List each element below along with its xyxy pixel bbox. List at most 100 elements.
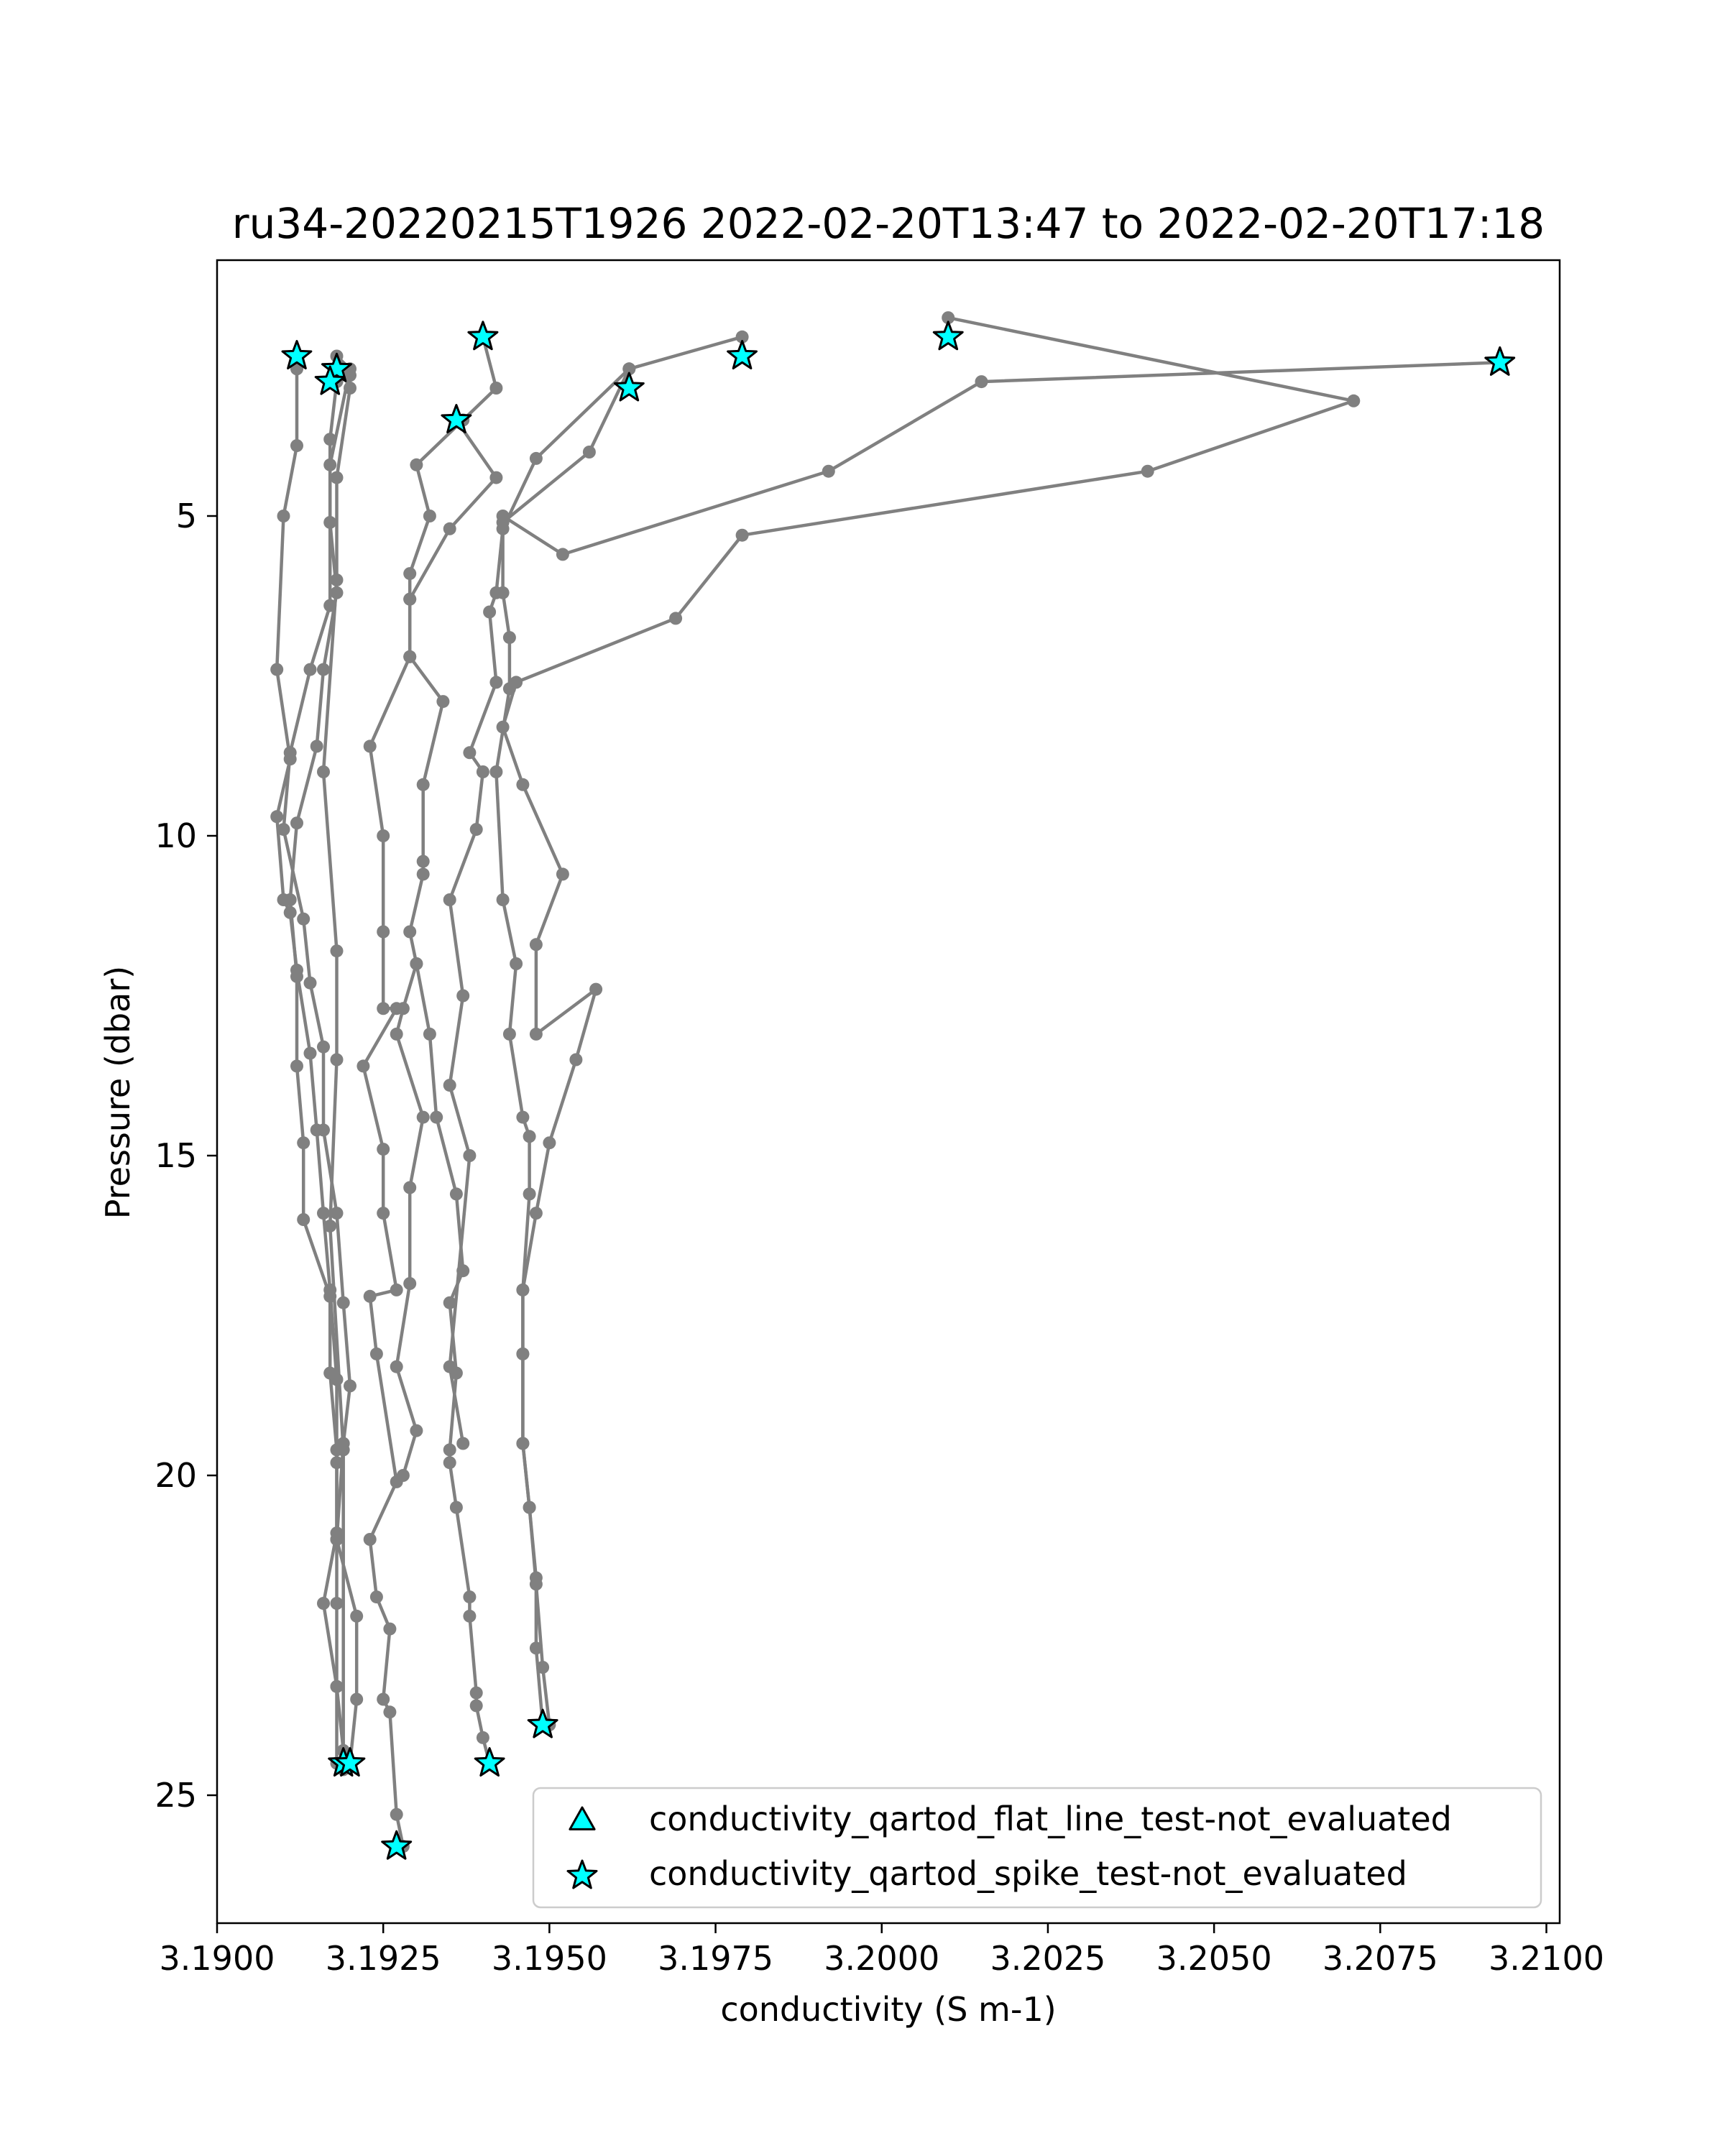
x-tick-label: 3.1975 xyxy=(658,1939,773,1978)
data-point xyxy=(529,938,543,952)
data-point xyxy=(942,311,955,325)
legend-triangle-marker xyxy=(569,1806,596,1830)
data-point xyxy=(303,1046,317,1060)
x-tick-label: 3.2025 xyxy=(990,1939,1105,1978)
data-point xyxy=(516,1110,530,1124)
data-point xyxy=(423,1027,436,1041)
data-point xyxy=(330,1680,344,1693)
data-point xyxy=(529,1207,543,1220)
data-point xyxy=(323,458,337,471)
x-axis-label: conductivity (S m-1) xyxy=(720,1990,1056,2029)
data-point xyxy=(456,989,470,1003)
data-point xyxy=(277,823,290,837)
data-point xyxy=(410,458,423,471)
y-axis-ticks: 5 10 15 20 25 xyxy=(155,497,217,1815)
data-point xyxy=(469,1686,483,1700)
data-point xyxy=(377,1143,390,1156)
spike-test-star-marker xyxy=(613,372,645,402)
series-line-0 xyxy=(275,369,350,1772)
spike-test-star-marker xyxy=(932,321,964,351)
data-point xyxy=(403,1277,417,1290)
series-line-10 xyxy=(502,361,1500,556)
data-point xyxy=(290,1059,303,1073)
data-point xyxy=(377,1002,390,1015)
data-point xyxy=(443,1360,456,1373)
data-point xyxy=(377,1692,390,1706)
data-point xyxy=(449,1187,463,1201)
data-point xyxy=(516,1283,530,1296)
data-point xyxy=(436,695,450,709)
series-group xyxy=(270,311,1506,1853)
data-point xyxy=(496,720,510,734)
spike-test-star-marker xyxy=(321,352,352,382)
data-point xyxy=(350,1609,364,1623)
y-tick-label: 5 xyxy=(176,497,197,535)
data-point xyxy=(476,765,489,778)
spike-test-star-marker xyxy=(314,365,346,395)
data-point xyxy=(344,382,356,395)
data-point xyxy=(283,746,297,760)
data-point xyxy=(416,778,430,791)
data-point xyxy=(463,1149,477,1162)
data-point xyxy=(589,982,603,996)
data-point xyxy=(369,1347,383,1360)
spike-test-star-marker xyxy=(381,1830,413,1860)
data-point xyxy=(277,510,290,522)
plot-area-frame xyxy=(216,259,1561,1925)
data-point xyxy=(383,1705,397,1719)
data-point xyxy=(336,1296,350,1309)
spike-test-star-marker xyxy=(527,1708,558,1738)
spike-test-star-marker xyxy=(334,1747,366,1777)
data-point xyxy=(297,1213,310,1226)
data-point xyxy=(489,676,503,689)
data-point xyxy=(330,573,344,586)
series-line-7 xyxy=(448,367,630,1444)
data-point xyxy=(622,362,636,376)
data-point xyxy=(290,816,303,830)
data-point xyxy=(443,1443,456,1457)
x-axis-ticks: 3.1900 3.1925 3.1950 3.1975 3.2000 3.2025 3.20… xyxy=(160,1923,1604,1978)
data-point xyxy=(403,1181,417,1194)
data-point xyxy=(443,1296,456,1309)
data-point xyxy=(363,1533,377,1546)
data-point xyxy=(496,510,510,522)
legend-star-marker xyxy=(566,1859,598,1889)
data-point xyxy=(283,893,297,906)
series-line-2 xyxy=(282,354,359,1764)
data-point xyxy=(416,854,430,868)
data-point xyxy=(377,925,390,939)
data-point xyxy=(529,1641,543,1655)
data-point xyxy=(476,1731,489,1744)
data-point xyxy=(290,439,303,453)
data-point xyxy=(556,548,569,561)
data-point xyxy=(523,1130,536,1143)
data-point xyxy=(463,1609,477,1623)
y-tick-label: 15 xyxy=(155,1136,197,1175)
data-point xyxy=(669,612,683,625)
data-point xyxy=(443,893,456,906)
data-point xyxy=(516,778,530,791)
data-point xyxy=(396,1469,410,1482)
data-point xyxy=(423,510,436,522)
data-point xyxy=(270,663,284,676)
data-point xyxy=(383,1622,397,1636)
data-point xyxy=(463,1590,477,1604)
chart-title: ru34-20220215T1926 2022-02-20T13:47 to 2… xyxy=(232,199,1545,248)
data-point xyxy=(523,1501,536,1514)
data-point xyxy=(449,1501,463,1514)
data-point xyxy=(330,944,344,958)
legend-star-shape xyxy=(566,1859,598,1889)
data-point xyxy=(735,330,749,344)
spike-test-star-marker xyxy=(441,404,472,433)
data-point xyxy=(403,650,417,663)
data-point xyxy=(317,765,330,778)
data-point xyxy=(350,1692,364,1706)
data-point xyxy=(390,1283,403,1296)
x-tick-label: 3.1950 xyxy=(492,1939,607,1978)
y-tick-label: 25 xyxy=(155,1776,197,1815)
data-point xyxy=(410,1424,423,1437)
data-point xyxy=(369,1590,383,1604)
data-point xyxy=(483,605,497,619)
